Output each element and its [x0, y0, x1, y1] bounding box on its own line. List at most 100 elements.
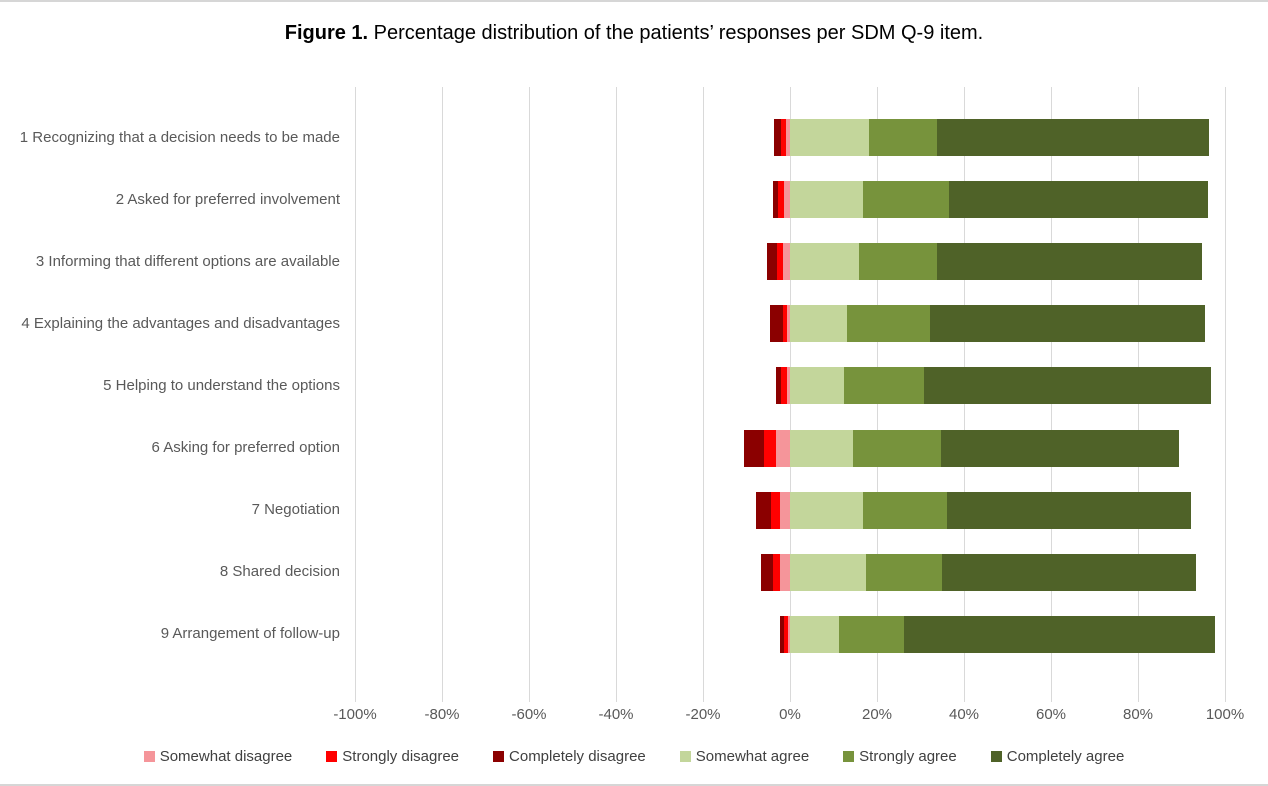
legend-label: Strongly agree [859, 748, 957, 765]
bar-segment [789, 181, 863, 219]
category-label: 9 Arrangement of follow-up [160, 625, 340, 643]
legend-swatch-icon [326, 751, 338, 762]
bar-segment [859, 243, 937, 281]
bar-segment [785, 119, 790, 156]
stacked-bar [761, 553, 1197, 591]
legend-label: Completely disagree [509, 748, 646, 765]
bar-segment [941, 553, 1197, 591]
category-label: 4 Explaining the advantages and disadvan… [21, 314, 340, 332]
category-label: 5 Helping to understand the options [103, 376, 340, 394]
legend-swatch-icon [843, 751, 855, 762]
bar-segment [869, 119, 937, 156]
legend: Somewhat disagree Strongly disagree Comple… [0, 748, 1268, 765]
x-axis-tick-label: -60% [511, 706, 547, 723]
bar-segment [787, 367, 790, 405]
stacked-bar [770, 305, 1206, 343]
legend-label: Somewhat disagree [159, 748, 293, 765]
bar-segment [862, 491, 947, 529]
legend-swatch-icon [493, 751, 505, 762]
legend-swatch-icon [990, 751, 1002, 762]
bar-segment [783, 305, 787, 343]
category-label: 6 Asking for preferred option [151, 439, 340, 456]
bar-segment [784, 181, 790, 219]
bar-segment [775, 367, 781, 405]
bar-segment [852, 429, 942, 467]
bar-segment [789, 119, 870, 156]
bar-segment [773, 553, 781, 591]
bar-segment [744, 429, 765, 467]
bar-segment [949, 181, 1208, 219]
stacked-bar [775, 367, 1211, 405]
figure-title: Figure 1. Percentage distribution of the… [0, 18, 1268, 48]
x-axis-tick-label: 80% [1122, 706, 1154, 723]
legend-label: Somewhat agree [695, 748, 810, 765]
bar-segment [789, 553, 866, 591]
legend-item: Completely agree [990, 748, 1125, 765]
x-axis-tick-label: 0% [779, 706, 801, 723]
legend-label: Completely agree [1006, 748, 1125, 765]
bar-segment [770, 305, 784, 343]
bar-segment [789, 243, 860, 281]
x-axis-tick-label: 60% [1035, 706, 1067, 723]
bar-segment [865, 553, 942, 591]
x-axis-tick-label: -80% [424, 706, 460, 723]
bar-segment [783, 615, 788, 653]
figure-title-prefix: Figure 1. [284, 22, 369, 44]
bar-segment [789, 305, 848, 343]
legend-swatch-icon [679, 751, 691, 762]
legend-item: Somewhat agree [679, 748, 810, 765]
legend-swatch-icon [143, 751, 155, 762]
bar-segment [930, 305, 1206, 343]
bar-segment [903, 615, 1216, 653]
gridline [1225, 87, 1226, 702]
bar-segment [766, 243, 777, 281]
bar-segment [761, 553, 774, 591]
bar-segment [839, 615, 904, 653]
category-label: 7 Negotiation [251, 501, 340, 519]
legend-item: Somewhat disagree [143, 748, 293, 765]
bar-segment [787, 615, 790, 653]
bar-segment [936, 243, 1202, 281]
gridline [355, 87, 356, 702]
bar-segment [783, 243, 790, 281]
bar-segment [789, 615, 840, 653]
figure-title-body: Percentage distribution of the patients’… [373, 22, 984, 44]
bar-segment [756, 491, 771, 529]
bar-segment [789, 367, 844, 405]
gridline [529, 87, 530, 702]
bar-segment [764, 429, 777, 467]
stacked-bar [766, 243, 1202, 281]
bar-segment [946, 491, 1192, 529]
legend-label: Strongly disagree [342, 748, 460, 765]
category-label: 2 Asked for preferred involvement [115, 190, 340, 208]
x-axis-tick-label: -40% [598, 706, 634, 723]
legend-item: Strongly disagree [326, 748, 459, 765]
x-axis-tick-label: 40% [948, 706, 980, 723]
bar-segment [923, 367, 1211, 405]
bar-segment [786, 305, 790, 343]
category-label: 1 Recognizing that a decision needs to b… [19, 128, 340, 146]
stacked-bar [744, 429, 1180, 467]
category-label: 3 Informing that different options are a… [35, 252, 340, 270]
bar-segment [780, 119, 786, 156]
bar-segment [789, 491, 863, 529]
x-axis-tick-label: 20% [861, 706, 893, 723]
bar-segment [779, 491, 790, 529]
bar-segment [778, 181, 785, 219]
stacked-bar [780, 615, 1216, 653]
gridline [616, 87, 617, 702]
bar-segment [847, 305, 931, 343]
bar-segment [770, 491, 780, 529]
gridline [442, 87, 443, 702]
x-axis-tick-label: -100% [333, 706, 377, 723]
bar-segment [789, 429, 853, 467]
bar-segment [774, 119, 781, 156]
bar-segment [780, 615, 784, 653]
x-axis-tick-label: 100% [1205, 706, 1245, 723]
bar-segment [862, 181, 950, 219]
legend-item: Strongly agree [843, 748, 957, 765]
gridline [703, 87, 704, 702]
category-label: 8 Shared decision [219, 563, 340, 581]
bar-segment [776, 429, 790, 467]
